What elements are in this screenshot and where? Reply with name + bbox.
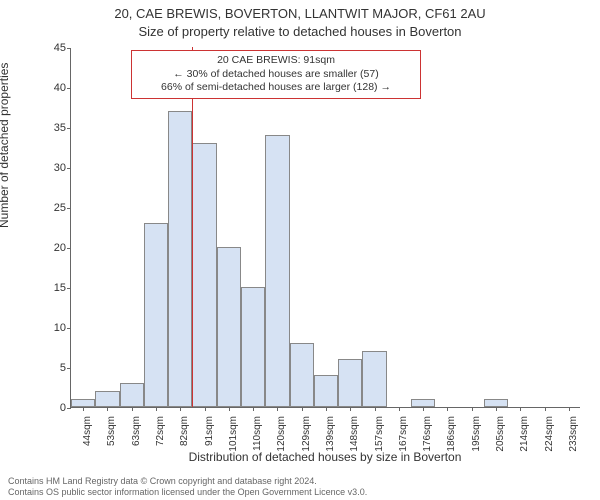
plot-area: 20 CAE BREWIS: 91sqm← 30% of detached ho… <box>70 48 580 408</box>
x-tick-mark <box>545 407 546 411</box>
histogram-bar <box>192 143 216 407</box>
footer-attribution: Contains HM Land Registry data © Crown c… <box>8 476 367 498</box>
x-axis-label: Distribution of detached houses by size … <box>70 450 580 464</box>
y-tick-label: 25 <box>36 202 66 214</box>
x-tick-mark <box>180 407 181 411</box>
footer-line-2: Contains OS public sector information li… <box>8 487 367 498</box>
chart-container: 20, CAE BREWIS, BOVERTON, LLANTWIT MAJOR… <box>0 0 600 500</box>
y-tick-mark <box>67 368 71 369</box>
x-tick-mark <box>229 407 230 411</box>
y-tick-label: 40 <box>36 82 66 94</box>
y-tick-label: 5 <box>36 362 66 374</box>
x-tick-mark <box>132 407 133 411</box>
histogram-bar <box>338 359 362 407</box>
chart-address-title: 20, CAE BREWIS, BOVERTON, LLANTWIT MAJOR… <box>0 6 600 21</box>
histogram-bar <box>95 391 119 407</box>
histogram-bar <box>362 351 386 407</box>
y-tick-label: 45 <box>36 42 66 54</box>
x-tick-mark <box>569 407 570 411</box>
histogram-bar <box>265 135 289 407</box>
histogram-bar <box>314 375 338 407</box>
chart-subtitle: Size of property relative to detached ho… <box>0 24 600 39</box>
histogram-bar <box>144 223 168 407</box>
y-tick-mark <box>67 288 71 289</box>
annotation-box: 20 CAE BREWIS: 91sqm← 30% of detached ho… <box>131 50 421 99</box>
x-tick-mark <box>253 407 254 411</box>
y-tick-mark <box>67 408 71 409</box>
y-tick-label: 10 <box>36 322 66 334</box>
y-tick-mark <box>67 248 71 249</box>
x-tick-mark <box>496 407 497 411</box>
histogram-bar <box>290 343 314 407</box>
x-tick-mark <box>302 407 303 411</box>
annotation-line: 66% of semi-detached houses are larger (… <box>138 81 414 95</box>
y-tick-label: 20 <box>36 242 66 254</box>
histogram-bar <box>168 111 192 407</box>
y-tick-label: 30 <box>36 162 66 174</box>
x-tick-mark <box>83 407 84 411</box>
histogram-bar <box>120 383 144 407</box>
histogram-bar <box>71 399 95 407</box>
x-tick-mark <box>326 407 327 411</box>
y-tick-mark <box>67 328 71 329</box>
histogram-bar <box>411 399 435 407</box>
y-tick-mark <box>67 168 71 169</box>
x-tick-mark <box>520 407 521 411</box>
x-tick-mark <box>399 407 400 411</box>
y-tick-label: 15 <box>36 282 66 294</box>
x-tick-mark <box>156 407 157 411</box>
y-tick-mark <box>67 88 71 89</box>
x-tick-mark <box>107 407 108 411</box>
y-tick-label: 0 <box>36 402 66 414</box>
x-tick-mark <box>375 407 376 411</box>
y-tick-mark <box>67 48 71 49</box>
x-tick-mark <box>205 407 206 411</box>
reference-line <box>192 47 193 407</box>
annotation-line: 20 CAE BREWIS: 91sqm <box>138 54 414 68</box>
x-tick-mark <box>472 407 473 411</box>
y-axis-label: Number of detached properties <box>0 63 11 228</box>
histogram-bar <box>241 287 265 407</box>
x-tick-mark <box>423 407 424 411</box>
y-tick-mark <box>67 208 71 209</box>
y-tick-mark <box>67 128 71 129</box>
x-tick-mark <box>277 407 278 411</box>
x-tick-mark <box>350 407 351 411</box>
y-tick-label: 35 <box>36 122 66 134</box>
histogram-bar <box>217 247 241 407</box>
footer-line-1: Contains HM Land Registry data © Crown c… <box>8 476 367 487</box>
x-tick-mark <box>447 407 448 411</box>
histogram-bar <box>484 399 508 407</box>
annotation-line: ← 30% of detached houses are smaller (57… <box>138 68 414 82</box>
